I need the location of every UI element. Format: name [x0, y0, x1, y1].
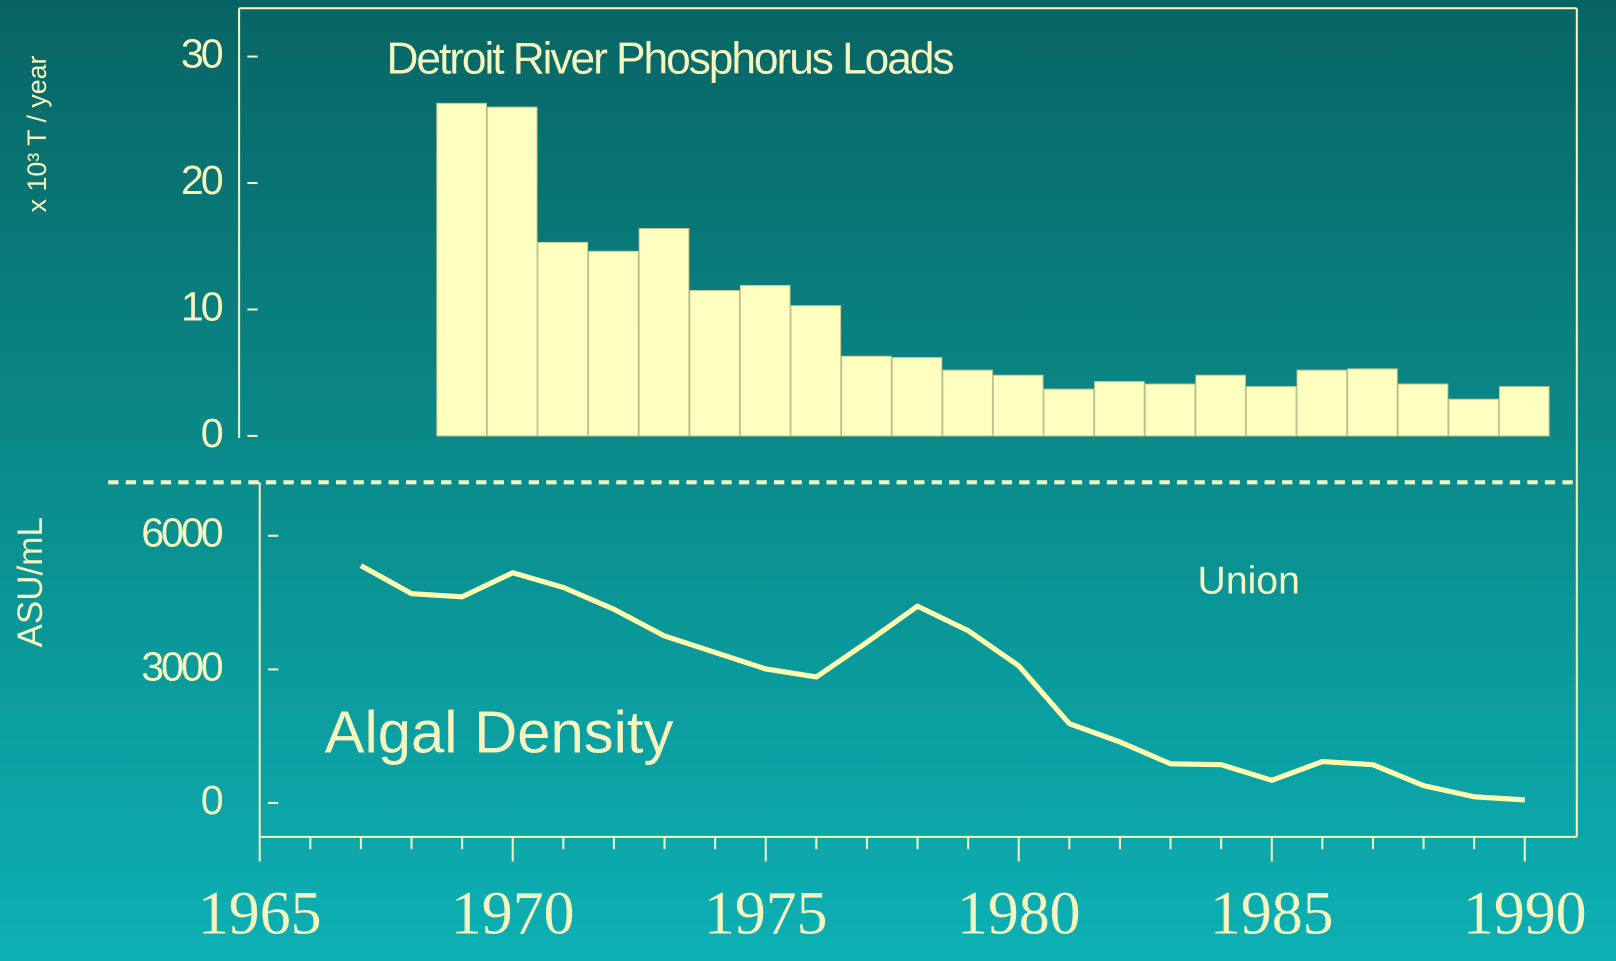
annotation: Union [1198, 560, 1300, 603]
bar [1094, 381, 1145, 437]
bar [486, 106, 538, 437]
x-tick-label: 1990 [1463, 879, 1587, 947]
bar [1397, 383, 1449, 437]
bar [1043, 388, 1095, 437]
bar [638, 228, 690, 437]
x-tick-label: 1980 [957, 879, 1081, 947]
x-tick-label: 1985 [1210, 879, 1334, 947]
bar [942, 369, 993, 437]
bar [1245, 386, 1297, 437]
bar [588, 250, 639, 437]
bar [537, 241, 589, 437]
y-axis-label: ASU/mL [11, 517, 50, 647]
bar [689, 289, 740, 437]
bar [891, 357, 943, 437]
bar [436, 102, 487, 437]
y-tick-label: 6000 [141, 510, 222, 556]
x-tick-label: 1975 [704, 879, 828, 947]
data-line [359, 563, 1525, 803]
bar [739, 284, 791, 437]
bar [790, 305, 842, 437]
y-tick-label: 10 [181, 283, 223, 329]
x-tick-label: 1965 [198, 879, 322, 947]
chart-title: Algal Density [325, 699, 674, 766]
y-tick-label: 20 [181, 157, 223, 203]
chart-title: Detroit River Phosphorus Loads [386, 35, 953, 84]
y-tick-label: 3000 [141, 643, 222, 689]
bar [992, 374, 1044, 437]
bar [1498, 386, 1550, 437]
bar [1195, 374, 1246, 437]
bar [841, 355, 892, 437]
bar [1296, 369, 1348, 437]
y-tick-label: 30 [181, 30, 223, 76]
bar [1347, 368, 1398, 437]
y-tick-label: 0 [201, 410, 223, 456]
y-axis-label: x 10³ T / year [22, 56, 52, 213]
y-tick-label: 0 [201, 777, 223, 823]
bar [1448, 398, 1499, 437]
x-tick-label: 1970 [451, 879, 575, 947]
bar [1144, 383, 1196, 437]
